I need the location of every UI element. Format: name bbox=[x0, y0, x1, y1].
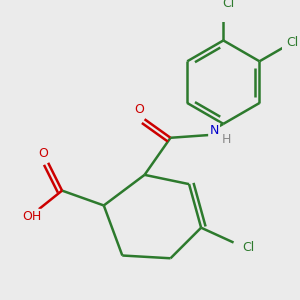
Text: Cl: Cl bbox=[242, 241, 254, 254]
Text: H: H bbox=[221, 133, 231, 146]
Text: OH: OH bbox=[22, 210, 41, 223]
Text: N: N bbox=[209, 124, 219, 137]
Text: O: O bbox=[39, 147, 49, 160]
Text: O: O bbox=[134, 103, 144, 116]
Text: Cl: Cl bbox=[287, 36, 299, 49]
Text: Cl: Cl bbox=[222, 0, 234, 10]
